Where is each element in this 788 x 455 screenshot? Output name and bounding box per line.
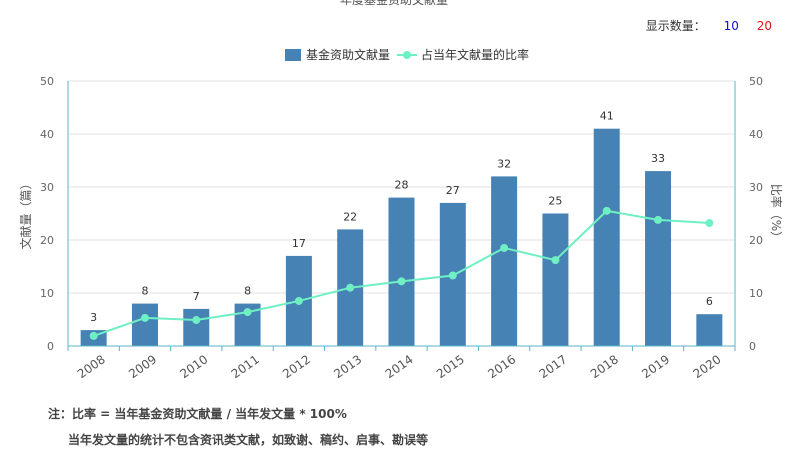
x-tick-label: 2008 bbox=[75, 352, 108, 381]
display-count-label: 显示数量： bbox=[645, 19, 706, 33]
y-tick-label: 20 bbox=[40, 234, 54, 247]
y-tick-label: 10 bbox=[40, 287, 54, 300]
ratio-point bbox=[448, 271, 457, 280]
bar bbox=[388, 197, 415, 346]
bar bbox=[542, 213, 569, 346]
ratio-point bbox=[89, 331, 98, 340]
y-tick-label: 40 bbox=[40, 128, 54, 141]
funding-chart: 基金资助文献量 占当年文献量的比率 3 8 7 8 17 22 28 27 32 25 41 33 6 0… bbox=[18, 47, 784, 381]
legend-line-label: 占当年文献量的比率 bbox=[421, 47, 529, 62]
y2-tick-label: 10 bbox=[749, 287, 763, 300]
x-tick-label: 2009 bbox=[126, 352, 159, 381]
ratio-point bbox=[551, 256, 560, 265]
bar bbox=[696, 314, 723, 346]
bar bbox=[491, 176, 518, 346]
ratio-point bbox=[500, 243, 509, 252]
x-tick-label: 2017 bbox=[537, 352, 570, 381]
bar-value-label: 27 bbox=[446, 184, 460, 197]
y2-axis-title: 比率（%） bbox=[769, 184, 784, 243]
page-title: 年度基金资助文献量 bbox=[339, 0, 448, 7]
bar-value-label: 8 bbox=[141, 285, 148, 298]
ratio-point bbox=[602, 206, 611, 215]
display-count-option-20[interactable]: 20 bbox=[756, 19, 772, 33]
ratio-point bbox=[654, 215, 663, 224]
bar-value-label: 6 bbox=[706, 295, 713, 308]
ratio-point bbox=[397, 277, 406, 286]
x-tick-label: 2015 bbox=[434, 352, 467, 381]
y2-tick-label: 30 bbox=[749, 181, 763, 194]
bar-value-label: 7 bbox=[193, 290, 200, 303]
x-tick-label: 2019 bbox=[639, 352, 672, 381]
bar-value-label: 25 bbox=[548, 195, 562, 208]
ratio-line-series bbox=[89, 206, 714, 340]
y2-tick-label: 50 bbox=[749, 75, 763, 88]
ratio-point bbox=[294, 296, 303, 305]
note-exclusion: 当年发文量的统计不包含资讯类文献，如致谢、稿约、启事、勘误等 bbox=[68, 433, 429, 447]
legend-line-marker bbox=[403, 51, 411, 59]
bar bbox=[645, 171, 672, 346]
x-tick-label: 2011 bbox=[229, 352, 262, 381]
legend-bar-label: 基金资助文献量 bbox=[306, 47, 390, 62]
x-tick-label: 2018 bbox=[588, 352, 621, 381]
chart-legend[interactable]: 基金资助文献量 占当年文献量的比率 bbox=[285, 47, 529, 62]
ratio-point bbox=[346, 283, 355, 292]
bar-value-label: 17 bbox=[292, 237, 306, 250]
note-ratio-definition: 注：比率 = 当年基金资助文献量 / 当年发文量 * 100% bbox=[48, 407, 347, 421]
bar-value-label: 3 bbox=[90, 311, 97, 324]
bar-value-label: 8 bbox=[244, 285, 251, 298]
bar-value-labels: 3 8 7 8 17 22 28 27 32 25 41 33 6 bbox=[90, 110, 713, 324]
bar bbox=[183, 308, 210, 346]
y2-tick-label: 20 bbox=[749, 234, 763, 247]
ratio-point bbox=[243, 308, 252, 317]
x-tick-label: 2012 bbox=[280, 352, 313, 381]
bar-value-label: 32 bbox=[497, 157, 511, 170]
legend-bar-swatch bbox=[285, 49, 301, 61]
bar-value-label: 22 bbox=[343, 210, 357, 223]
bar-value-label: 33 bbox=[651, 152, 665, 165]
y-tick-label: 0 bbox=[47, 340, 54, 353]
x-tick-label: 2014 bbox=[383, 352, 416, 381]
ratio-point bbox=[705, 219, 714, 228]
ratio-point bbox=[140, 313, 149, 322]
ratio-point bbox=[192, 316, 201, 325]
y2-tick-label: 40 bbox=[749, 128, 763, 141]
x-tick-label: 2010 bbox=[177, 352, 210, 381]
x-tick-label: 2013 bbox=[331, 352, 364, 381]
x-tick-label: 2016 bbox=[485, 352, 518, 381]
bar-series bbox=[80, 128, 723, 346]
x-tick-label: 2020 bbox=[691, 352, 724, 381]
y-axis-title: 文献量（篇） bbox=[18, 177, 33, 249]
y-tick-label: 30 bbox=[40, 181, 54, 194]
bar bbox=[131, 303, 158, 346]
display-count-selector: 显示数量： 10 20 bbox=[646, 17, 772, 34]
display-count-option-10[interactable]: 10 bbox=[723, 19, 739, 33]
bar bbox=[593, 128, 620, 346]
bar-value-label: 28 bbox=[395, 179, 409, 192]
y-tick-label: 50 bbox=[40, 75, 54, 88]
y2-tick-label: 0 bbox=[749, 340, 756, 353]
bar-value-label: 41 bbox=[600, 110, 614, 123]
